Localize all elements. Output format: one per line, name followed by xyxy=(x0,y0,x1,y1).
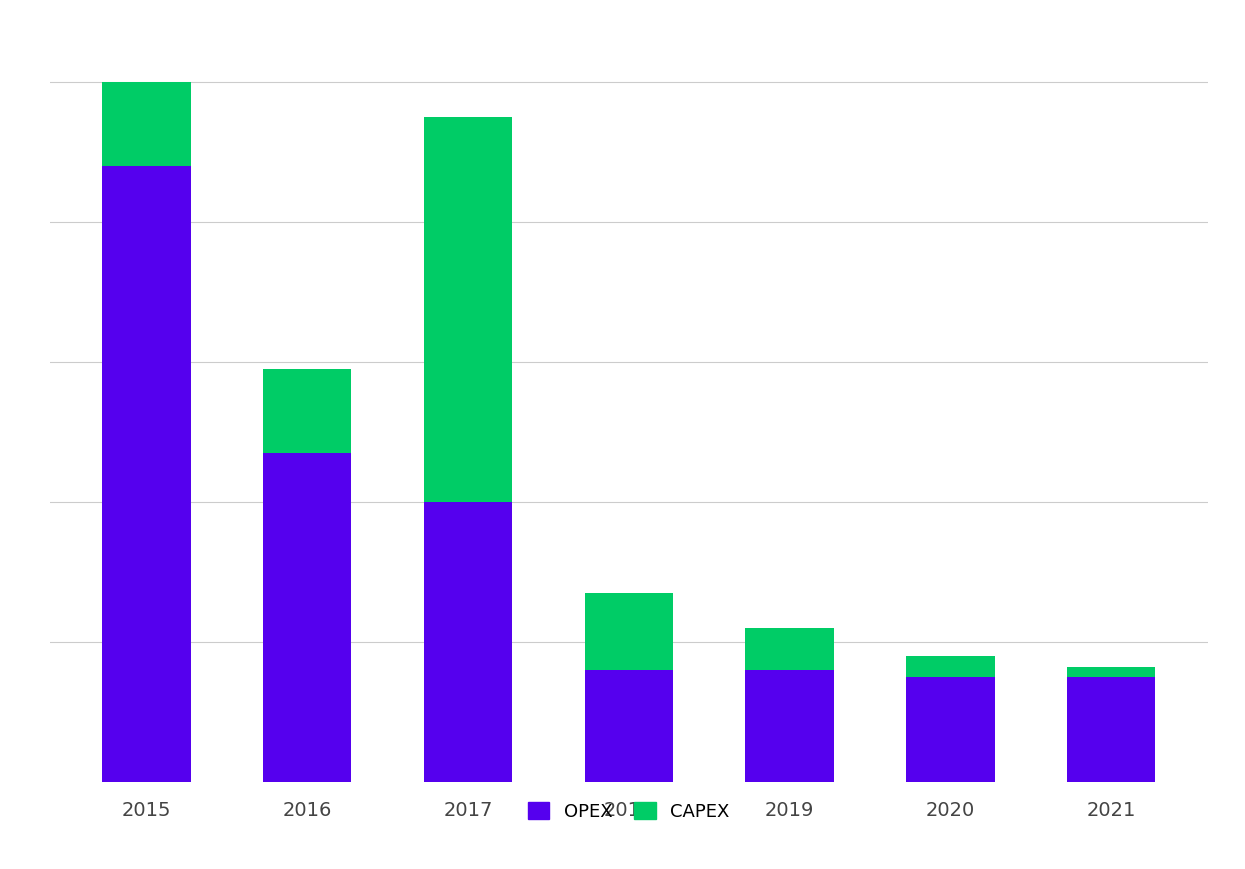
Bar xyxy=(263,369,351,453)
Bar xyxy=(423,502,512,782)
Bar xyxy=(584,594,674,670)
Bar xyxy=(906,677,995,782)
Bar xyxy=(584,670,674,782)
Bar xyxy=(1067,677,1155,782)
Bar xyxy=(263,453,351,782)
Bar xyxy=(906,656,995,677)
Bar xyxy=(102,82,190,166)
Bar xyxy=(102,166,190,782)
Bar xyxy=(1067,667,1155,677)
Bar xyxy=(746,628,834,670)
Bar xyxy=(423,117,512,502)
Legend: OPEX, CAPEX: OPEX, CAPEX xyxy=(519,793,738,830)
Bar xyxy=(746,670,834,782)
